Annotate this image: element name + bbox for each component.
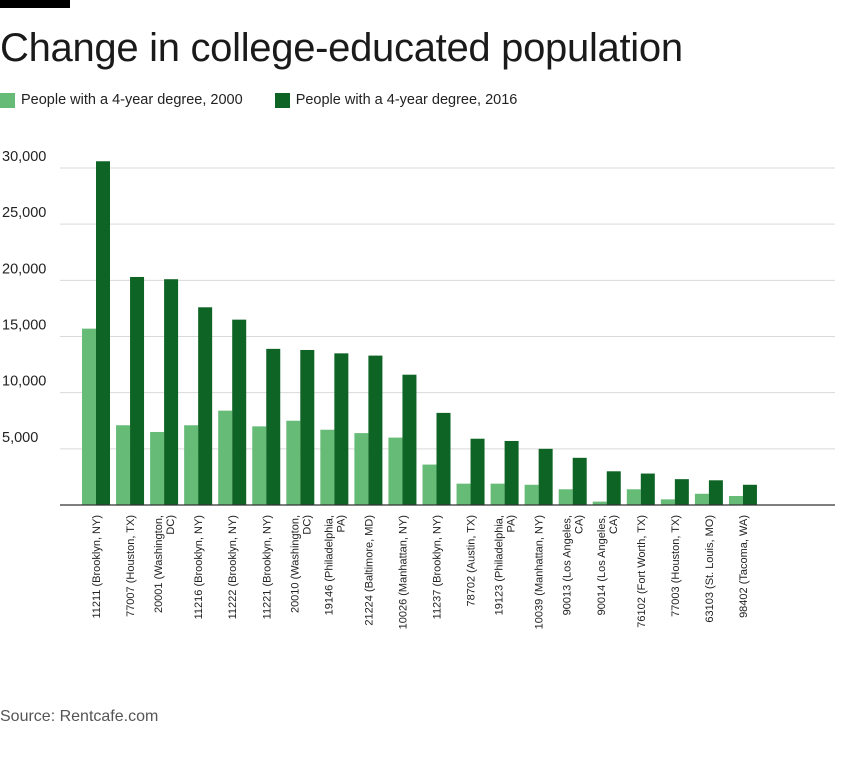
legend-item-2016: People with a 4-year degree, 2016 xyxy=(274,92,518,108)
bar-2016 xyxy=(538,448,553,505)
bar-2000 xyxy=(150,431,165,505)
category-label: DC) xyxy=(301,515,313,535)
category-label: 11222 (Brooklyn, NY) xyxy=(227,515,239,619)
bar-2016 xyxy=(674,479,689,505)
category-label: 90014 (Los Angeles, xyxy=(596,515,608,615)
bar-2000 xyxy=(82,328,96,505)
chart-title: Change in college-educated population xyxy=(0,26,683,70)
y-tick-label: 5,000 xyxy=(2,430,38,446)
bar-2000 xyxy=(456,483,471,505)
category-label: CA) xyxy=(574,515,586,534)
category-label: 90013 (Los Angeles, xyxy=(562,515,574,615)
category-label: 19123 (Philadelphia, xyxy=(494,515,506,615)
bar-2016 xyxy=(606,471,621,505)
category-label: 11211 (Brooklyn, NY) xyxy=(91,515,103,619)
top-accent-bar xyxy=(0,0,70,8)
category-label: PA) xyxy=(335,515,347,533)
category-label: 63103 (St. Louis, MO) xyxy=(704,515,716,623)
category-label: 98402 (Tacoma, WA) xyxy=(738,515,750,618)
bar-2016 xyxy=(266,348,281,505)
bar-2000 xyxy=(592,501,607,505)
source-note: Source: Rentcafe.com xyxy=(0,708,159,725)
bar-2016 xyxy=(742,484,757,505)
bar-2000 xyxy=(694,493,709,505)
bar-chart: 30,000 25,000 20,000 15,000 10,000 5,000 11211… xyxy=(2,149,835,629)
bar-2000 xyxy=(218,410,233,505)
bar-2016 xyxy=(198,307,213,505)
bar-2016 xyxy=(504,440,519,505)
bar-2000 xyxy=(422,464,437,505)
bar-2016 xyxy=(232,319,247,505)
bar-2000 xyxy=(660,499,675,505)
legend-item-2000: People with a 4-year degree, 2000 xyxy=(0,92,243,108)
category-label: 19146 (Philadelphia, xyxy=(323,515,335,615)
legend: People with a 4-year degree, 2000 People… xyxy=(0,92,549,108)
category-label: CA) xyxy=(608,515,620,534)
bar-2000 xyxy=(728,496,743,505)
y-tick-label: 30,000 xyxy=(2,149,46,165)
bar-2000 xyxy=(524,484,539,505)
category-label: 10026 (Manhattan, NY) xyxy=(397,515,409,629)
bar-2016 xyxy=(334,353,349,505)
bar-2000 xyxy=(320,429,335,505)
y-tick-label: 10,000 xyxy=(2,374,46,390)
bar-2016 xyxy=(436,412,451,505)
legend-label-2000: People with a 4-year degree, 2000 xyxy=(21,92,243,108)
category-label: 78702 (Austin, TX) xyxy=(466,515,478,607)
category-label: 10039 (Manhattan, NY) xyxy=(534,515,546,629)
category-label: PA) xyxy=(506,515,518,533)
bar-2016 xyxy=(96,161,110,505)
bar-2016 xyxy=(640,473,655,505)
category-label: 11216 (Brooklyn, NY) xyxy=(193,515,205,619)
category-label: 76102 (Fort Worth, TX) xyxy=(636,515,648,628)
bar-2016 xyxy=(402,374,417,505)
bar-2016 xyxy=(300,349,315,505)
category-label: 11221 (Brooklyn, NY) xyxy=(261,515,273,619)
bar-2016 xyxy=(708,480,723,505)
bar-2000 xyxy=(626,489,641,505)
bar-2016 xyxy=(572,457,587,505)
legend-swatch-2016 xyxy=(274,92,290,108)
bar-2016 xyxy=(164,279,179,505)
category-label: 77007 (Houston, TX) xyxy=(125,515,137,617)
bar-2000 xyxy=(184,425,199,505)
category-label: DC) xyxy=(165,515,177,535)
category-label: 11237 (Brooklyn, NY) xyxy=(432,515,444,619)
legend-swatch-2000 xyxy=(0,92,15,108)
y-tick-label: 15,000 xyxy=(2,318,46,334)
category-label: 77003 (Houston, TX) xyxy=(670,515,682,617)
bar-2016 xyxy=(470,438,485,505)
bar-2016 xyxy=(368,355,383,505)
category-label: 20001 (Washington, xyxy=(153,515,165,613)
y-tick-label: 20,000 xyxy=(2,261,46,277)
bar-2000 xyxy=(354,433,369,505)
legend-label-2016: People with a 4-year degree, 2016 xyxy=(295,92,518,108)
bar-2000 xyxy=(388,437,403,505)
bar-2000 xyxy=(116,425,131,505)
bar-2000 xyxy=(286,420,301,505)
bar-2000 xyxy=(252,426,267,505)
category-label: 21224 (Baltimore, MD) xyxy=(363,515,375,626)
category-label: 20010 (Washington, xyxy=(289,515,301,613)
bar-2000 xyxy=(490,483,505,505)
bar-2000 xyxy=(558,489,573,505)
bar-2016 xyxy=(130,276,145,505)
y-tick-label: 25,000 xyxy=(2,205,46,221)
